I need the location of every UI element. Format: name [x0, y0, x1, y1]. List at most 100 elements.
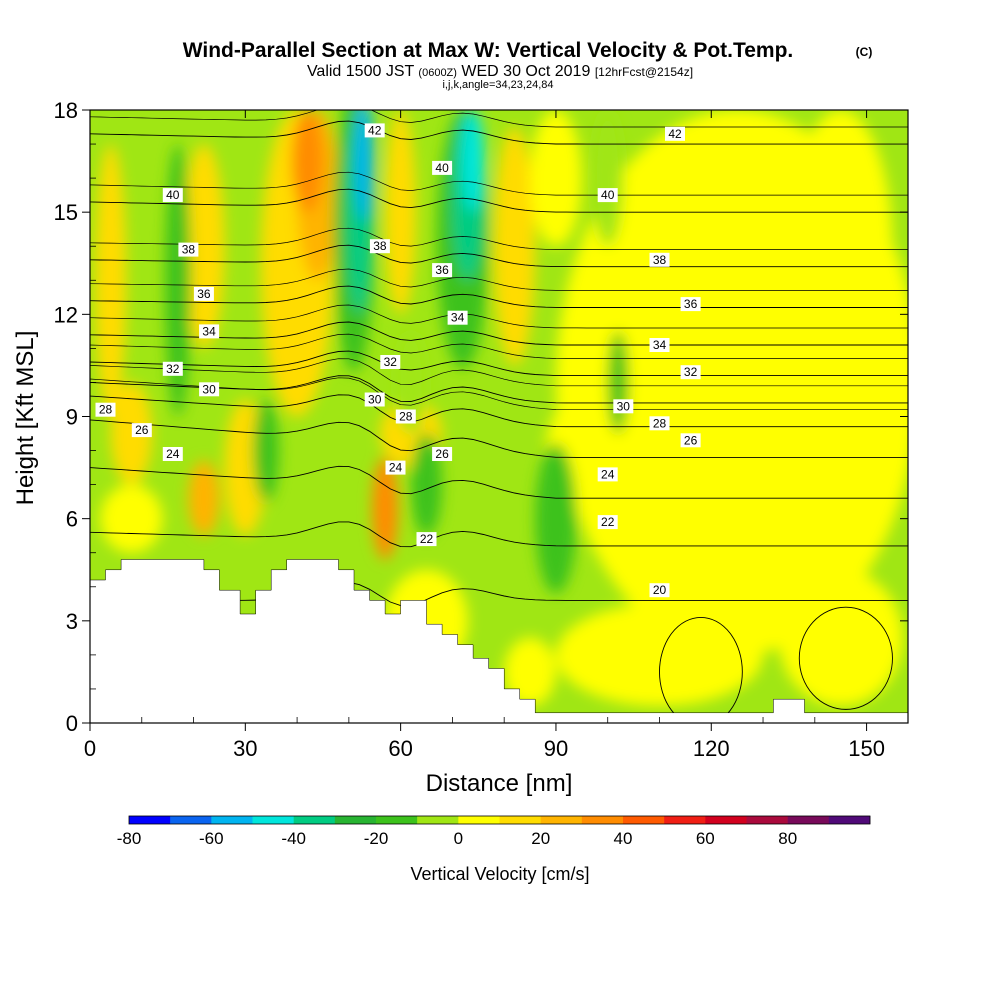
contour-label-17: 32 — [680, 365, 701, 380]
velocity-region-19 — [95, 144, 127, 417]
colorbar-swatch — [499, 816, 541, 824]
colorbar-swatch — [828, 816, 871, 824]
contour-label-bg — [162, 447, 183, 461]
contour-label-bg — [597, 188, 618, 203]
colorbar-swatch — [746, 816, 788, 824]
colorbar-swatch — [376, 816, 418, 824]
contour-labels: 42 42 40 40 40 38 38 38 36 36 36 34 34 34 32 32 32 30 30 30… — [95, 123, 701, 598]
colorbar-tick-label: 60 — [696, 829, 715, 848]
colorbar-tick-label: -40 — [281, 829, 306, 848]
contour-label-15: 32 — [162, 361, 183, 376]
velocity-region-32 — [253, 399, 279, 502]
y-tick-label: 0 — [66, 711, 78, 736]
contour-label-bg — [385, 460, 406, 475]
theta-contour-32-half — [90, 333, 908, 359]
contour-label-5: 40 — [597, 188, 618, 203]
copyright-mark: (C) — [856, 45, 873, 59]
contour-label-text: 38 — [653, 253, 667, 267]
contour-label-bg — [597, 467, 618, 482]
contour-label-6: 38 — [178, 242, 199, 257]
contour-label-1: 42 — [364, 123, 385, 138]
x-tick-label: 0 — [84, 736, 96, 761]
contour-label-28: 24 — [385, 460, 406, 475]
contour-label-text: 34 — [451, 311, 465, 325]
contour-label-10: 36 — [432, 263, 453, 278]
contour-label-3: 40 — [162, 188, 183, 203]
contour-label-bg — [613, 399, 634, 414]
y-tick-label: 9 — [66, 405, 78, 430]
contour-label-8: 38 — [649, 252, 670, 267]
contour-label-25: 26 — [432, 447, 453, 461]
contour-label-text: 36 — [197, 287, 211, 301]
contour-label-23: 28 — [649, 416, 670, 431]
contour-label-text: 30 — [368, 393, 382, 407]
theta-contour-26 — [90, 419, 908, 458]
contour-label-text: 32 — [384, 355, 398, 369]
colorbar-swatch — [293, 816, 336, 824]
theta-contour-40 — [90, 188, 908, 213]
plot-area: 42 42 40 40 40 38 38 38 36 36 36 34 34 34 32 32 32 30 30 30… — [90, 110, 908, 723]
velocity-region-27 — [461, 110, 485, 213]
theta-loop-1 — [659, 616, 743, 723]
velocity-region-17 — [530, 110, 582, 247]
contour-label-text: 26 — [135, 423, 149, 437]
y-axis-title: Height [Kft MSL] — [12, 331, 39, 506]
contour-label-text: 38 — [373, 239, 387, 253]
contour-label-text: 24 — [389, 461, 403, 475]
potential-temperature-contours — [90, 110, 908, 723]
velocity-region-24 — [355, 110, 374, 223]
contour-label-bg — [597, 515, 618, 530]
colorbar-swatch — [540, 816, 583, 824]
contour-label-text: 38 — [182, 243, 196, 257]
y-tick-label: 18 — [54, 98, 78, 123]
contour-label-text: 26 — [435, 447, 449, 461]
contour-label-bg — [199, 382, 220, 397]
contour-label-bg — [649, 252, 670, 267]
contour-label-text: 34 — [653, 338, 667, 352]
velocity-region-33 — [395, 331, 427, 434]
contour-label-27: 24 — [162, 447, 183, 461]
contour-label-bg — [193, 286, 214, 301]
theta-contour-42-half — [90, 110, 908, 128]
contour-label-bg — [432, 447, 453, 461]
colorbar-swatch — [129, 816, 171, 824]
contour-label-text: 42 — [368, 123, 382, 137]
contour-label-text: 32 — [684, 365, 698, 379]
contour-label-text: 20 — [653, 583, 667, 597]
x-tick-label: 30 — [233, 736, 257, 761]
colorbar-tick-label: -80 — [117, 829, 142, 848]
contour-label-bg — [162, 188, 183, 203]
y-tick-label: 3 — [66, 609, 78, 634]
x-axis-title: Distance [nm] — [426, 770, 573, 797]
contour-label-text: 36 — [435, 263, 449, 277]
colorbar-swatch — [458, 816, 500, 824]
contour-label-bg — [649, 416, 670, 431]
contour-label-32: 20 — [649, 583, 670, 598]
contour-label-26: 26 — [680, 433, 701, 448]
contour-label-7: 38 — [369, 239, 390, 254]
contour-label-text: 32 — [166, 362, 180, 376]
contour-label-text: 34 — [202, 324, 216, 338]
contour-label-text: 42 — [668, 127, 682, 141]
velocity-region-18 — [385, 110, 417, 315]
theta-contour-40-half — [90, 171, 908, 196]
contour-label-9: 36 — [193, 286, 214, 301]
contour-label-13: 34 — [447, 310, 468, 325]
colorbar-swatch — [170, 816, 212, 824]
colorbar-tick-label: 20 — [531, 829, 550, 848]
contour-label-text: 36 — [684, 297, 698, 311]
contour-label-19: 30 — [364, 392, 385, 407]
contour-label-bg — [416, 532, 437, 547]
colorbar-tick-label: -20 — [364, 829, 389, 848]
grid-indices: i,j,k,angle=34,23,24,84 — [442, 79, 553, 91]
contour-label-bg — [649, 583, 670, 598]
contour-label-bg — [369, 239, 390, 254]
velocity-region-12 — [188, 460, 220, 536]
theta-contour-22 — [90, 521, 908, 548]
contour-label-18: 30 — [199, 382, 220, 397]
colorbar-swatch — [705, 816, 747, 824]
colorbar-tick-label: 0 — [454, 829, 463, 848]
contour-label-text: 28 — [99, 403, 113, 417]
